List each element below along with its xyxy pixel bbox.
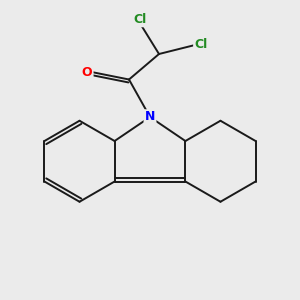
Text: O: O (82, 65, 92, 79)
Text: Cl: Cl (133, 13, 146, 26)
Text: N: N (145, 110, 155, 124)
Text: Cl: Cl (194, 38, 208, 52)
